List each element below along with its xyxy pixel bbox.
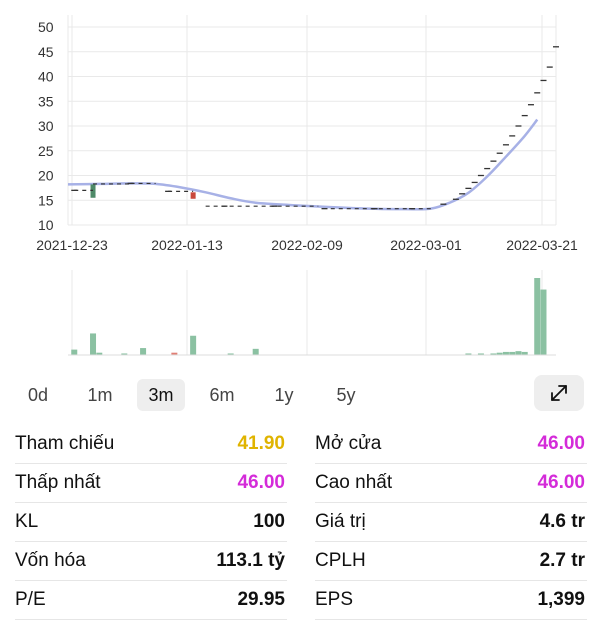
volume-bar — [465, 353, 472, 355]
volume-bar — [515, 351, 522, 355]
stat-pe: P/E 29.95 — [15, 581, 287, 620]
stat-label: P/E — [15, 589, 46, 610]
volume-bar — [496, 352, 503, 355]
stat-value: 41.90 — [237, 433, 285, 454]
y-tick-label: 20 — [38, 168, 54, 184]
range-button-5y[interactable]: 5y — [336, 385, 356, 405]
stat-shares-outstanding: CPLH 2.7 tr — [315, 542, 587, 581]
range-button-3m[interactable]: 3m — [137, 379, 185, 411]
volume-bar — [540, 289, 547, 355]
stat-label: Giá trị — [315, 511, 366, 532]
stat-value: 113.1 tỷ — [216, 550, 285, 571]
stat-value: 4.6 tr — [539, 511, 585, 532]
time-range-bar: 0d 1m 3m 6m 1y 5y — [0, 375, 600, 415]
stat-label: EPS — [315, 589, 354, 610]
volume-bar — [71, 349, 78, 355]
range-button-1m[interactable]: 1m — [87, 385, 113, 405]
volume-bar — [121, 353, 128, 355]
stat-label: Thấp nhất — [15, 472, 101, 493]
stat-label: Tham chiếu — [15, 433, 115, 454]
stat-value: 29.95 — [237, 589, 285, 610]
volume-bar — [90, 333, 97, 355]
stat-value: 100 — [253, 511, 285, 532]
stat-eps: EPS 1,399 — [315, 581, 587, 620]
stat-label: KL — [15, 511, 39, 532]
volume-bar — [227, 353, 234, 355]
stat-value: 1,399 — [537, 589, 585, 610]
price-chart[interactable]: 50 45 40 35 30 25 20 15 10 2021-12-23 2022-01-13 20… — [0, 0, 600, 375]
volume-bar — [534, 278, 541, 355]
stat-value: 46.00 — [537, 433, 585, 454]
x-tick-label: 2022-03-21 — [506, 237, 578, 253]
y-tick-label: 50 — [38, 19, 54, 35]
stat-label: CPLH — [315, 550, 366, 571]
volume-bar — [140, 348, 147, 355]
x-tick-label: 2021-12-23 — [36, 237, 108, 253]
y-tick-label: 15 — [38, 192, 54, 208]
volume-bar — [190, 335, 197, 355]
expand-arrows-icon — [551, 385, 567, 401]
stat-value: 46.00 — [537, 472, 585, 493]
stat-market-cap: Vốn hóa 113.1 tỷ — [15, 542, 287, 581]
volume-bar — [509, 351, 516, 355]
price-line — [67, 118, 539, 211]
volume-bar — [502, 351, 509, 355]
y-tick-label: 40 — [38, 69, 54, 85]
range-button-6m[interactable]: 6m — [209, 385, 235, 405]
volume-bar — [490, 353, 497, 355]
stat-low: Thấp nhất 46.00 — [15, 464, 287, 503]
volume-bar — [252, 348, 259, 355]
range-button-1y[interactable]: 1y — [274, 385, 294, 405]
volume-bar — [477, 353, 484, 355]
volume-bar — [171, 352, 178, 355]
stat-reference: Tham chiếu 41.90 — [15, 425, 287, 464]
expand-chart-button[interactable] — [534, 375, 584, 411]
stat-value: 2.7 tr — [539, 550, 585, 571]
x-tick-label: 2022-02-09 — [271, 237, 343, 253]
stat-label: Vốn hóa — [15, 550, 86, 571]
x-tick-label: 2022-03-01 — [390, 237, 462, 253]
stat-value: 46.00 — [237, 472, 285, 493]
stat-high: Cao nhất 46.00 — [315, 464, 587, 503]
volume-bar — [521, 351, 528, 355]
stat-label: Mở cửa — [315, 433, 382, 454]
candle-body — [90, 184, 96, 198]
y-tick-label: 30 — [38, 118, 54, 134]
y-tick-label: 25 — [38, 143, 54, 159]
y-tick-label: 35 — [38, 93, 54, 109]
range-button-0d[interactable]: 0d — [27, 385, 49, 405]
candle-body — [190, 192, 196, 199]
stat-value-traded: Giá trị 4.6 tr — [315, 503, 587, 542]
volume-bar — [96, 352, 103, 355]
stat-open: Mở cửa 46.00 — [315, 425, 587, 464]
stat-volume: KL 100 — [15, 503, 287, 542]
y-tick-label: 45 — [38, 44, 54, 60]
y-tick-label: 10 — [38, 217, 54, 233]
stat-label: Cao nhất — [315, 472, 393, 493]
x-tick-label: 2022-01-13 — [151, 237, 223, 253]
